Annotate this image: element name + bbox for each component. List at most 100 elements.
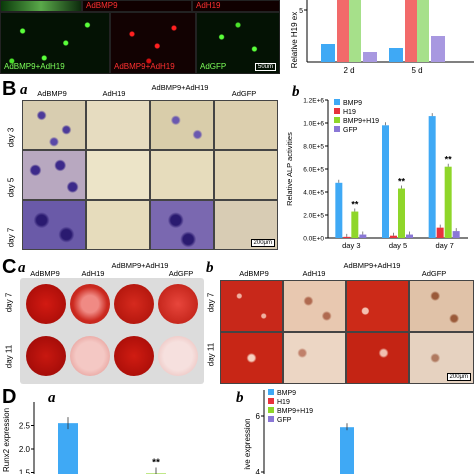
db-legend-swatch (268, 389, 274, 395)
runx2-bar (58, 423, 78, 474)
c-row-day11: day 11 (5, 342, 14, 372)
c-well-d11-combo (114, 336, 154, 376)
b-col-combo: AdBMP9+AdH19 (150, 84, 210, 92)
alp-ylabel: Relative ALP activities (285, 132, 294, 206)
c-col-adh19: AdH19 (70, 270, 116, 278)
cb-img-d7-combo (346, 280, 409, 332)
alp-legend-label: BMP9 (343, 100, 362, 107)
alp-xtick-label: day 5 (389, 241, 407, 250)
h19-bar-5d-gfp (431, 36, 445, 62)
h19-ytick-5: 5 (299, 8, 303, 15)
panel-a-fluo-top-row: AdBMP9 AdH19 (0, 0, 280, 10)
db-legend-label: GFP (277, 417, 292, 424)
alp-bar (445, 167, 452, 238)
alp-bar (343, 237, 350, 238)
cb-row-day7: day 7 (207, 288, 216, 318)
alp-xtick-label: day 7 (435, 241, 453, 250)
alp-bar (398, 189, 405, 238)
h19-bar-5d-h19 (405, 0, 417, 62)
b-row-day5: day 5 (7, 173, 16, 203)
alp-legend-label: H19 (343, 109, 356, 116)
fluo-label-adh19: AdH19 (196, 1, 220, 10)
cb-img-d11-gfp: 200μm (409, 332, 474, 384)
alp-ytick-label: 8.0E+5 (303, 144, 324, 151)
scalebar-b: 200μm (251, 239, 275, 247)
cb-col-combo: AdBMP9+AdH19 (340, 262, 404, 270)
panel-c-sub-b: b (206, 260, 214, 277)
alp-significance: ** (351, 200, 359, 210)
runx2-ytick-label: 1.5 (19, 469, 31, 474)
cb-row-day11: day 11 (207, 340, 216, 370)
alp-bar (406, 235, 413, 238)
h19-xlabel-2d: 2 d (343, 66, 354, 75)
b-col-adbmp9: AdBMP9 (22, 90, 82, 98)
alp-bar (437, 228, 444, 238)
runx2-ytick-label: 2.0 (19, 445, 31, 454)
alp-legend-swatch (334, 99, 340, 105)
fluo-image-adbmp9: AdBMP9 (82, 0, 192, 12)
alp-bar (453, 231, 460, 238)
b-col-adh19: AdH19 (84, 90, 144, 98)
alp-ytick-label: 0.0E+0 (303, 236, 324, 243)
alp-bar (359, 235, 366, 238)
b-img-d5-combo (150, 150, 214, 200)
cb-col-adh19: AdH19 (282, 270, 346, 278)
fluo-image-combo-green: AdBMP9+AdH19 (0, 12, 110, 74)
c-col-adgfp: AdGFP (158, 270, 204, 278)
c-well-d11-gfp (158, 336, 198, 376)
alp-bar (382, 125, 389, 238)
c-well-d7-bmp9 (26, 284, 66, 324)
b-img-d5-h19 (86, 150, 150, 200)
db-legend-swatch (268, 398, 274, 404)
c-row-day7: day 7 (5, 288, 14, 318)
fluo-label-combo-red: AdBMP9+AdH19 (114, 62, 175, 71)
c-well-d7-h19 (70, 284, 110, 324)
runx2-ytick-label: 2.5 (19, 422, 31, 431)
alp-legend-label: GFP (343, 127, 358, 134)
alp-bar (429, 116, 436, 238)
db-legend-swatch (268, 407, 274, 413)
alp-xtick-label: day 3 (342, 241, 360, 250)
db-ytick-label: 4 (256, 468, 261, 474)
scalebar-c: 200μm (447, 373, 471, 381)
alp-ytick-label: 1.2E+6 (303, 98, 324, 105)
b-img-d3-h19 (86, 100, 150, 150)
c-well-d11-bmp9 (26, 336, 66, 376)
cb-img-d11-h19 (283, 332, 346, 384)
c-plate (20, 278, 204, 384)
b-row-day3: day 3 (7, 123, 16, 153)
fluo-image-top-1 (0, 0, 82, 12)
c-well-d11-h19 (70, 336, 110, 376)
db-legend-label: BMP9 (277, 390, 296, 397)
alp-significance: ** (398, 177, 406, 187)
alp-ytick-label: 2.0E+5 (303, 213, 324, 220)
b-img-d7-gfp: 200μm (214, 200, 278, 250)
alp-legend-label: BMP9+H19 (343, 118, 379, 125)
h19-bar-2d-bmp9 (321, 44, 335, 62)
b-image-grid: 200μm (22, 100, 278, 250)
runx2-significance: ** (152, 457, 160, 468)
c-col-combo: AdBMP9+AdH19 (110, 262, 170, 270)
fluo-image-adh19: AdH19 (192, 0, 280, 12)
db-ylabel: ive expression (243, 418, 252, 469)
db-bar (340, 427, 354, 474)
db-ytick-label: 6 (256, 412, 261, 421)
cb-img-d11-bmp9 (220, 332, 283, 384)
alp-ytick-label: 4.0E+5 (303, 190, 324, 197)
h19-bar-2d-combo (349, 0, 361, 62)
d-b-chart: 6 4 ive expression BMP9 H19 BMP9+H19 GFP (230, 386, 474, 474)
db-legend-swatch (268, 416, 274, 422)
db-legend-label: H19 (277, 399, 290, 406)
c-well-d7-combo (114, 284, 154, 324)
fluo-image-adgfp: AdGFP 50um (196, 12, 280, 74)
h19-bar-5d-bmp9 (389, 48, 403, 62)
h19-ylabel: Relative H19 ex (290, 12, 299, 68)
b-img-d7-combo (150, 200, 214, 250)
alp-legend-swatch (334, 108, 340, 114)
alp-legend-swatch (334, 117, 340, 123)
panel-a-fluo-bottom-row: AdBMP9+AdH19 AdBMP9+AdH19 AdGFP 50um (0, 12, 280, 72)
cb-col-adgfp: AdGFP (402, 270, 466, 278)
c-col-adbmp9: AdBMP9 (22, 270, 68, 278)
alp-significance: ** (445, 155, 453, 165)
b-img-d7-h19 (86, 200, 150, 250)
